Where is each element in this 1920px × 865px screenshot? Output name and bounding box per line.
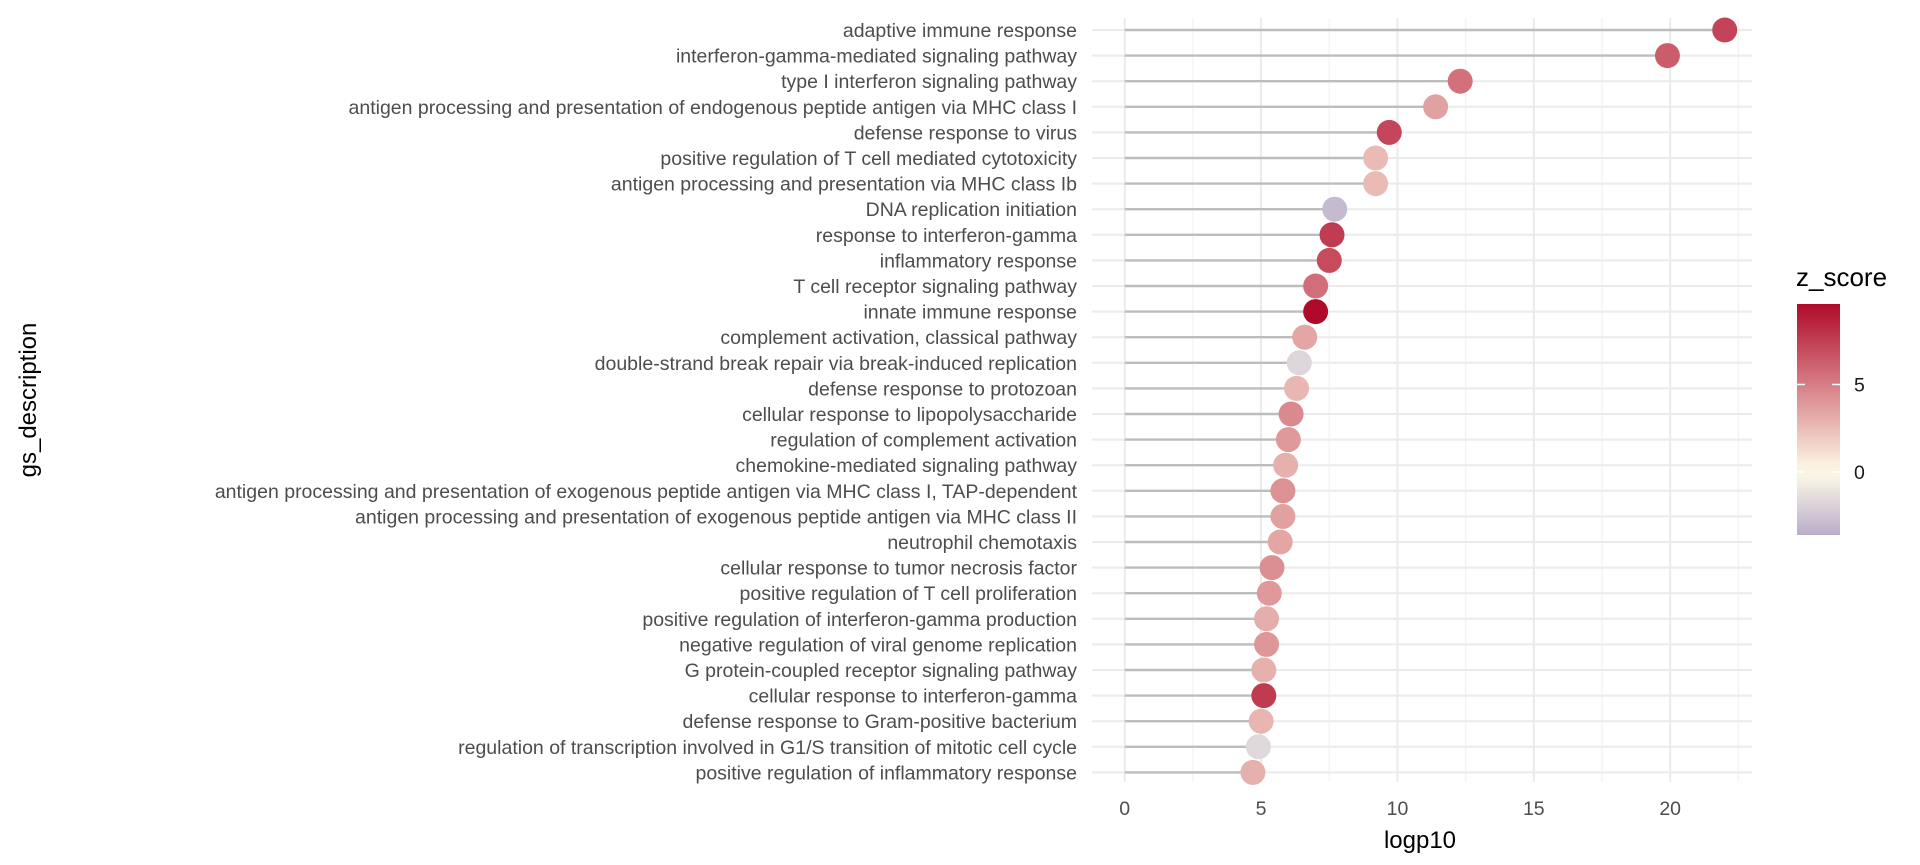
- data-point: [1267, 529, 1293, 555]
- legend-colorbar: [1797, 304, 1840, 535]
- data-point: [1322, 196, 1348, 222]
- category-label: positive regulation of interferon-gamma …: [642, 609, 1077, 631]
- category-label: regulation of complement activation: [770, 430, 1077, 452]
- data-point: [1245, 734, 1271, 760]
- category-label: neutrophil chemotaxis: [887, 532, 1077, 554]
- category-label: innate immune response: [863, 302, 1077, 324]
- data-point: [1256, 580, 1282, 606]
- category-label: negative regulation of viral genome repl…: [679, 634, 1077, 656]
- x-tick-label: 0: [1119, 798, 1130, 820]
- category-label: complement activation, classical pathway: [720, 327, 1077, 349]
- category-label: cellular response to interferon-gamma: [749, 686, 1078, 708]
- data-point: [1273, 452, 1299, 478]
- category-label: chemokine-mediated signaling pathway: [736, 455, 1078, 477]
- category-label: antigen processing and presentation of e…: [215, 481, 1078, 503]
- x-tick-label: 10: [1387, 798, 1409, 820]
- data-point: [1363, 145, 1389, 171]
- legend-ticks: 05: [1797, 375, 1865, 484]
- category-label: inflammatory response: [880, 250, 1077, 272]
- category-label: positive regulation of inflammatory resp…: [695, 762, 1077, 784]
- x-tick-labels: 0 5 10 15 20: [1119, 798, 1681, 820]
- category-label: positive regulation of T cell proliferat…: [740, 583, 1077, 605]
- category-label: antigen processing and presentation of e…: [355, 506, 1077, 528]
- category-label: regulation of transcription involved in …: [458, 737, 1077, 759]
- category-label: defense response to virus: [854, 122, 1078, 144]
- data-point: [1270, 478, 1296, 504]
- data-point: [1303, 299, 1329, 325]
- category-label: DNA replication initiation: [866, 199, 1077, 221]
- category-label: antigen processing and presentation of e…: [349, 97, 1077, 119]
- color-legend: z_score 05: [1796, 262, 1887, 535]
- data-point: [1275, 427, 1301, 453]
- x-axis-title: logp10: [1384, 827, 1456, 854]
- data-point: [1254, 606, 1280, 632]
- data-point: [1303, 273, 1329, 299]
- category-label: positive regulation of T cell mediated c…: [660, 148, 1077, 170]
- category-label: interferon-gamma-mediated signaling path…: [676, 46, 1077, 68]
- y-axis-title: gs_description: [15, 323, 42, 478]
- data-point: [1286, 350, 1312, 376]
- data-point: [1292, 324, 1318, 350]
- x-tick-label: 15: [1523, 798, 1545, 820]
- stems: [1124, 28, 1725, 774]
- data-point: [1240, 759, 1266, 785]
- x-tick-label: 5: [1256, 798, 1267, 820]
- category-labels: adaptive immune response interferon-gamma…: [215, 20, 1078, 784]
- category-label: double-strand break repair via break-ind…: [595, 353, 1077, 375]
- data-point: [1251, 657, 1277, 683]
- legend-tick-label: 5: [1854, 375, 1865, 397]
- category-label: response to interferon-gamma: [816, 225, 1077, 247]
- data-point: [1654, 43, 1680, 69]
- data-point: [1251, 683, 1277, 709]
- data-point: [1254, 631, 1280, 657]
- category-label: G protein-coupled receptor signaling pat…: [685, 660, 1078, 682]
- category-label: defense response to Gram-positive bacter…: [682, 711, 1077, 733]
- category-label: antigen processing and presentation via …: [611, 174, 1077, 196]
- data-point: [1423, 94, 1449, 120]
- data-point: [1270, 503, 1296, 529]
- legend-tick-label: 0: [1854, 462, 1865, 484]
- category-label: T cell receptor signaling pathway: [793, 276, 1077, 298]
- data-point: [1248, 708, 1274, 734]
- data-points: [1240, 17, 1738, 785]
- category-label: cellular response to tumor necrosis fact…: [720, 558, 1077, 580]
- data-point: [1259, 555, 1285, 581]
- category-label: type I interferon signaling pathway: [781, 71, 1077, 93]
- category-label: defense response to protozoan: [808, 378, 1077, 400]
- x-tick-label: 20: [1659, 798, 1681, 820]
- data-point: [1447, 68, 1473, 94]
- data-point: [1319, 222, 1345, 248]
- legend-title: z_score: [1796, 262, 1887, 292]
- category-label: cellular response to lipopolysaccharide: [742, 404, 1077, 426]
- data-point: [1376, 119, 1402, 145]
- data-point: [1363, 171, 1389, 197]
- data-point: [1712, 17, 1738, 43]
- category-label: adaptive immune response: [843, 20, 1077, 42]
- data-point: [1316, 247, 1342, 273]
- data-point: [1278, 401, 1304, 427]
- data-point: [1284, 375, 1310, 401]
